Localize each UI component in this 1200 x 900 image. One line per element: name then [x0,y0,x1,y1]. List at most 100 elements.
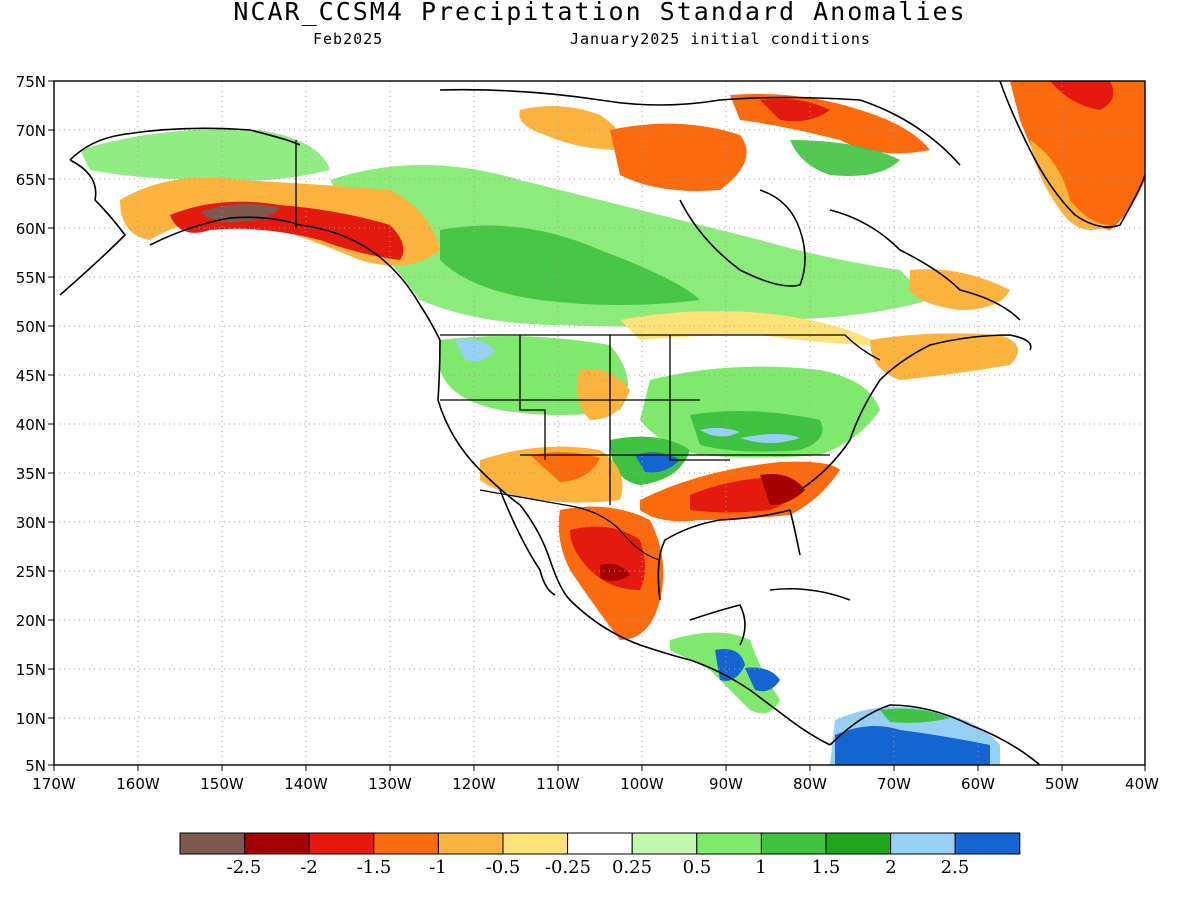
plot-frame [53,80,1146,766]
region-hudson-wet [790,140,900,176]
colorbar-swatch [696,832,762,855]
anomaly-shading [80,81,1145,765]
lat-label-70n: 70N [16,122,46,140]
coast-mexico-west [569,599,831,746]
lon-label-120w: 120W [452,775,496,793]
colorbar-label: -2.5 [226,857,262,878]
region-north-alaska-wet [80,129,330,182]
lat-label-10n: 10N [16,710,46,728]
lon-label-90w: 90W [709,775,743,793]
region-maritimes-dry [870,333,1018,380]
region-arctic-dry-4 [760,98,830,122]
colorbar-swatch [567,832,633,855]
region-greenland-core [1050,81,1114,110]
region-southeast-extreme-dry [760,474,805,505]
coast-alaska-south [149,216,441,341]
lon-ticks: 170W 160W 150W 140W 130W 120W 110W 100W … [32,765,1159,793]
coastlines [59,81,1145,765]
lon-label-40w: 40W [1125,775,1159,793]
colorbar-swatch [437,832,504,855]
coast-alaska-west [59,159,127,296]
region-canada-wet [330,165,930,327]
region-honduras-very-wet [745,667,780,692]
coast-us-west [437,339,571,601]
coast-baja [499,489,556,596]
lon-label-140w: 140W [284,775,328,793]
coast-arctic-islands [439,88,961,166]
lat-label-20n: 20N [16,612,46,630]
coast-florida [789,509,801,556]
region-quebec-dry [620,311,880,345]
lat-label-75n: 75N [16,73,46,91]
initial-conditions: January2025 initial conditions [570,30,871,48]
political-boundaries [295,140,881,561]
lon-label-100w: 100W [620,775,664,793]
region-mexico-extreme-dry [600,563,630,581]
coast-hudson-bay [679,189,806,287]
coast-east [799,334,1032,491]
lon-label-50w: 50W [1045,775,1079,793]
coast-yucatan [689,604,746,646]
colorbar-label: -2 [300,857,318,878]
boundary-us-states-3 [669,335,730,461]
lat-label-65n: 65N [16,171,46,189]
colorbar-label: -0.5 [485,857,521,878]
colorbar-swatch [631,832,698,855]
region-arctic-dry-1 [519,106,623,150]
lat-label-30n: 30N [16,514,46,532]
region-ohio-valley-very-wet-2 [740,434,800,443]
colorbar-swatch [954,832,1021,855]
lon-label-110w: 110W [536,775,580,793]
lat-label-60n: 60N [16,220,46,238]
lon-label-130w: 130W [368,775,412,793]
lat-label-5n: 5N [25,757,46,775]
region-venezuela-wet [880,708,950,723]
coast-cuba [769,588,851,601]
region-southwest-dry-core [530,452,600,482]
colorbar-swatch [825,832,892,855]
colorbar-label: -1.5 [356,857,392,878]
colorbar-swatch [308,832,375,855]
region-arctic-dry-2 [610,123,747,191]
lat-label-25n: 25N [16,563,46,581]
lon-label-150w: 150W [200,775,244,793]
coast-labrador [829,209,1021,321]
colorbar-label: -1 [429,857,447,878]
lat-label-15n: 15N [16,661,46,679]
lon-label-70w: 70W [877,775,911,793]
map-title: NCAR_CCSM4 Precipitation Standard Anomal… [233,0,967,26]
region-ohio-valley-wet [690,411,823,452]
region-pnw-wet [455,338,495,362]
colorbar-swatch [244,832,310,855]
colorbar-label: 0.25 [611,857,653,878]
lat-label-40n: 40N [16,416,46,434]
colorbar-label: 1.5 [811,857,841,878]
colorbar-label: 2.5 [940,857,970,878]
colorbar-swatch [760,832,827,855]
region-colorado-dry [576,369,630,420]
lat-label-45n: 45N [16,367,46,385]
colorbar-swatch [373,832,439,855]
colorbar-swatch [890,832,956,855]
region-greenland-dry [1010,81,1145,230]
colorbar-swatch [502,832,569,855]
boundary-us-states-1 [519,335,546,460]
region-greenland-edge [1030,140,1110,230]
lat-label-55n: 55N [16,269,46,287]
region-south-america-very-wet [835,726,990,765]
coast-south-america [829,704,1041,765]
lon-label-80w: 80W [793,775,827,793]
lon-label-160w: 160W [116,775,160,793]
colorbar [179,832,1021,855]
boundary-us-mexico [479,489,661,561]
colorbar-swatch [179,832,246,855]
colorbar-label: 2 [885,857,897,878]
coast-gulf [657,509,791,601]
colorbar-label: 1 [755,857,767,878]
colorbar-label: 0.5 [682,857,712,878]
region-canada-wet-core [440,225,700,305]
colorbar-label: -0.25 [544,857,592,878]
lat-ticks: 75N 70N 65N 60N 55N 50N 45N 40N 35N 30N … [16,73,54,775]
lon-label-60w: 60W [961,775,995,793]
